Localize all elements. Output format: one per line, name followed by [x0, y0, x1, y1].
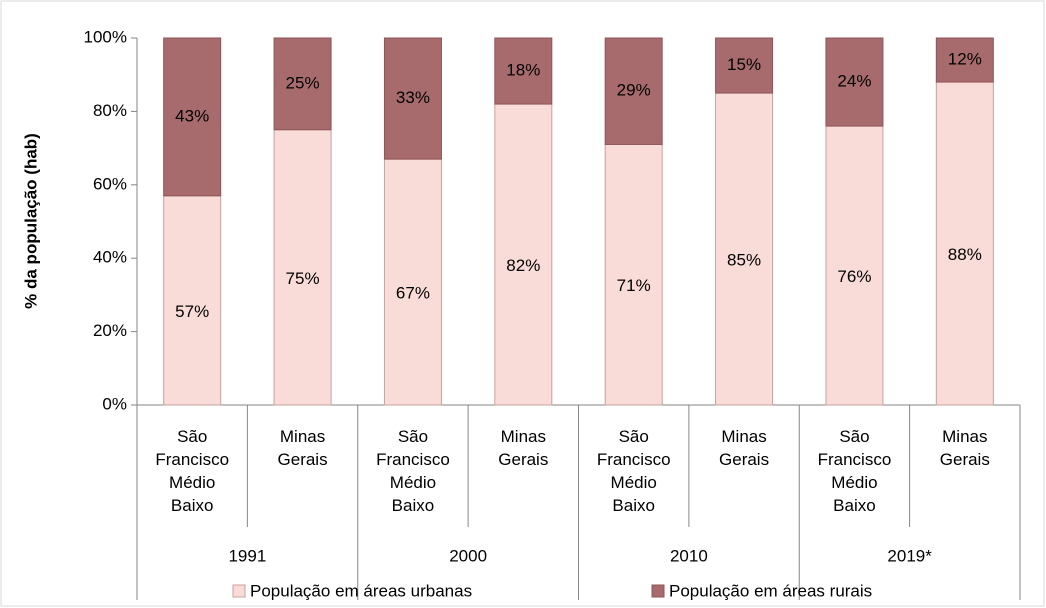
data-label: 67%: [396, 284, 430, 303]
bar-segment: [273, 129, 332, 406]
bar-segment: [383, 158, 442, 406]
x-tick-label-line: Médio: [831, 473, 877, 492]
bar-segment: [273, 37, 332, 131]
data-label: 85%: [727, 251, 761, 270]
bar-segment: [715, 37, 774, 94]
data-label: 75%: [286, 269, 320, 288]
x-tick-label-line: São: [839, 427, 869, 446]
x-tick-label-line: Gerais: [940, 450, 990, 469]
x-tick-label-line: Minas: [501, 427, 546, 446]
x-tick-label-line: São: [398, 427, 428, 446]
data-label: 33%: [396, 88, 430, 107]
x-tick-label-line: Francisco: [818, 450, 892, 469]
y-tick-label: 20%: [93, 321, 127, 340]
data-label: 88%: [948, 245, 982, 264]
group-label: 2019*: [887, 546, 932, 565]
bar-segment: [383, 37, 442, 160]
bar-segment: [494, 37, 553, 105]
x-tick-label-line: Médio: [169, 473, 215, 492]
group-label: 2010: [670, 546, 708, 565]
bar-segment: [163, 37, 222, 197]
data-label: 43%: [175, 106, 209, 125]
x-tick-label: Minas Gerais: [940, 427, 990, 469]
x-tick-label-line: Baixo: [392, 496, 435, 515]
x-tick-label-line: Gerais: [498, 450, 548, 469]
x-tick-label-line: Francisco: [597, 450, 671, 469]
x-tick-label: São Francisco Médio Baixo: [818, 427, 892, 515]
y-tick-label: 100%: [84, 27, 127, 46]
data-label: 18%: [506, 61, 540, 80]
bar-segment: [935, 37, 994, 83]
data-label: 57%: [175, 302, 209, 321]
y-tick-label: 60%: [93, 174, 127, 193]
bar-segment: [604, 37, 663, 145]
data-label: 76%: [837, 267, 871, 286]
x-tick-label-line: Baixo: [171, 496, 214, 515]
x-tick-label: Minas Gerais: [498, 427, 548, 469]
x-tick-label-line: Médio: [611, 473, 657, 492]
x-tick-label-line: Baixo: [833, 496, 876, 515]
data-label: 25%: [286, 73, 320, 92]
y-tick-label: 40%: [93, 248, 127, 267]
bar-segment: [494, 103, 553, 406]
x-tick-label: São Francisco Médio Baixo: [597, 427, 671, 515]
x-tick-label-line: Médio: [390, 473, 436, 492]
legend-swatch: [232, 584, 246, 598]
data-label: 29%: [617, 81, 651, 100]
y-tick-label: 0%: [102, 394, 127, 413]
data-label: 12%: [948, 50, 982, 69]
x-tick-label: Minas Gerais: [719, 427, 769, 469]
x-tick-label-line: Minas: [942, 427, 987, 446]
x-tick-label-line: Minas: [721, 427, 766, 446]
y-tick-label: 80%: [93, 101, 127, 120]
legend-label: População em áreas urbanas: [250, 581, 472, 600]
x-tick-label-line: Baixo: [612, 496, 655, 515]
y-axis-label: % da população (hab): [21, 133, 40, 309]
bar-segment: [604, 143, 663, 406]
x-tick-label-line: Gerais: [719, 450, 769, 469]
group-label: 1991: [228, 546, 266, 565]
data-label: 15%: [727, 55, 761, 74]
legend-label: População em áreas rurais: [669, 581, 872, 600]
data-label: 24%: [837, 72, 871, 91]
x-tick-label: São Francisco Médio Baixo: [155, 427, 229, 515]
legend-swatch: [651, 584, 665, 598]
x-tick-label: Minas Gerais: [278, 427, 328, 469]
x-tick-label-line: São: [619, 427, 649, 446]
x-tick-label-line: Francisco: [376, 450, 450, 469]
bar-segment: [163, 195, 222, 406]
x-tick-label-line: Francisco: [155, 450, 229, 469]
bar-segment: [935, 81, 994, 406]
bar-segment: [715, 92, 774, 406]
bar-segment: [825, 125, 884, 406]
x-tick-label-line: São: [177, 427, 207, 446]
x-tick-label-line: Gerais: [278, 450, 328, 469]
group-label: 2000: [449, 546, 487, 565]
data-label: 82%: [506, 256, 540, 275]
x-tick-label: São Francisco Médio Baixo: [376, 427, 450, 515]
data-label: 71%: [617, 276, 651, 295]
x-tick-label-line: Minas: [280, 427, 325, 446]
bar-segment: [825, 37, 884, 127]
